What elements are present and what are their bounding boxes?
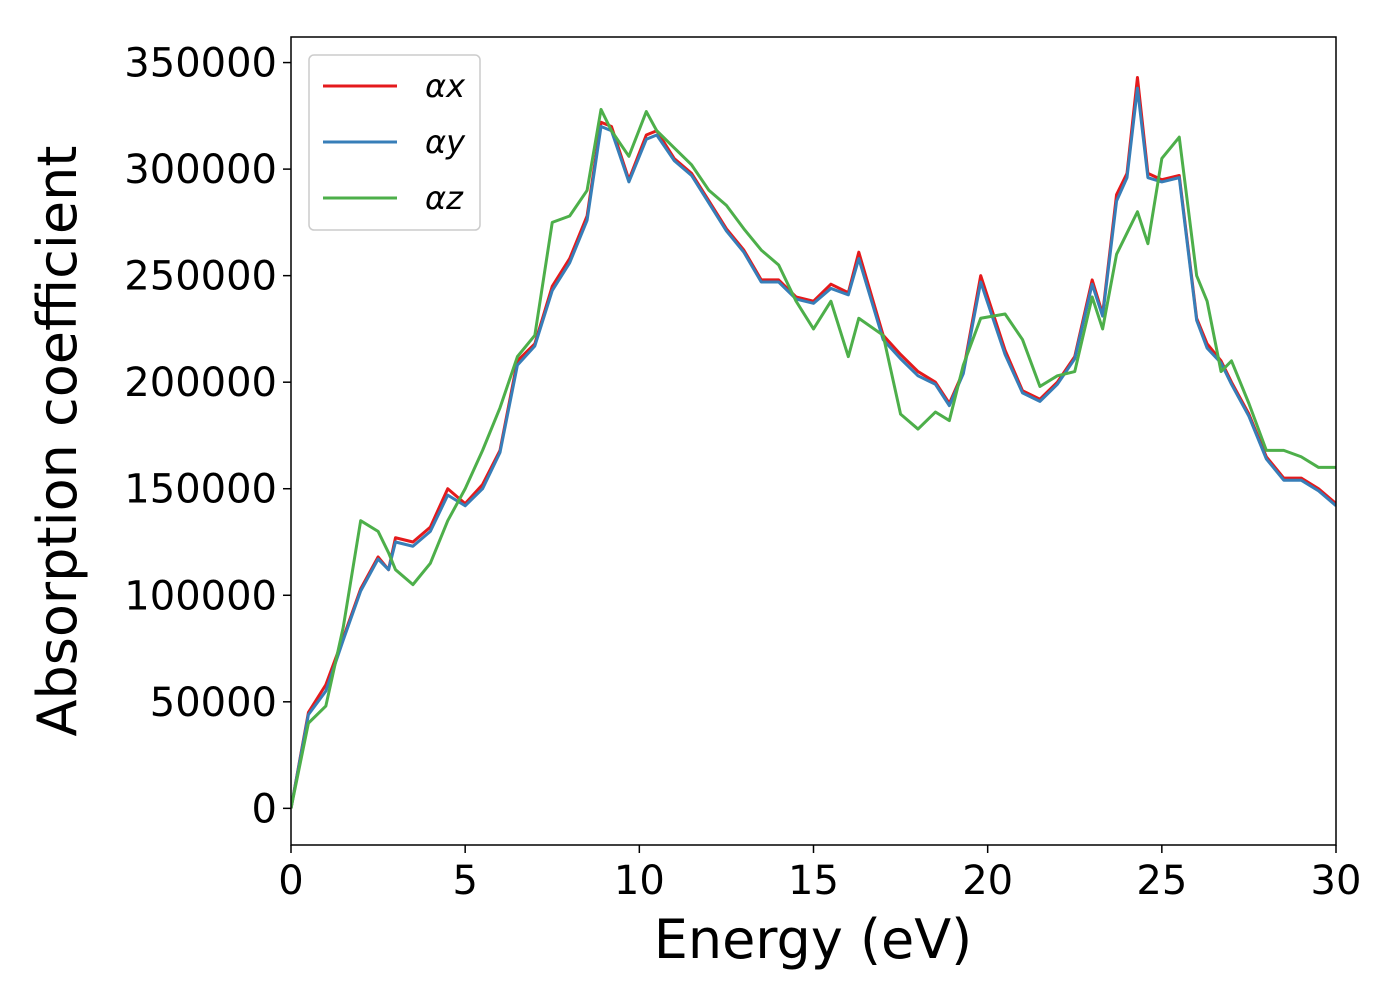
x-tick-label: 15 (788, 858, 839, 904)
y-tick-label: 0 (252, 786, 277, 832)
y-tick-label: 300000 (124, 147, 277, 193)
data-line (291, 86, 1336, 809)
y-tick-label: 100000 (124, 573, 277, 619)
legend-label: αx (425, 67, 466, 105)
x-tick-label: 10 (614, 858, 665, 904)
plot-frame (290, 36, 1337, 846)
x-tick-label: 20 (962, 858, 1013, 904)
data-line (291, 107, 1336, 809)
y-tick-label: 250000 (124, 254, 277, 300)
x-tick-label: 5 (452, 858, 477, 904)
data-line (291, 75, 1336, 809)
y-tick-label: 350000 (124, 41, 277, 87)
x-tick-label: 30 (1311, 858, 1362, 904)
legend-label: αz (425, 179, 464, 217)
x-tick-label: 0 (278, 858, 303, 904)
y-tick-label: 50000 (150, 680, 277, 726)
x-tick-label: 25 (1136, 858, 1187, 904)
y-axis-label: Absorption coefficient (26, 146, 89, 737)
legend-label: αy (425, 123, 466, 161)
y-tick-label: 200000 (124, 360, 277, 406)
x-axis-label: Energy (eV) (654, 908, 973, 971)
y-tick-label: 150000 (124, 467, 277, 513)
